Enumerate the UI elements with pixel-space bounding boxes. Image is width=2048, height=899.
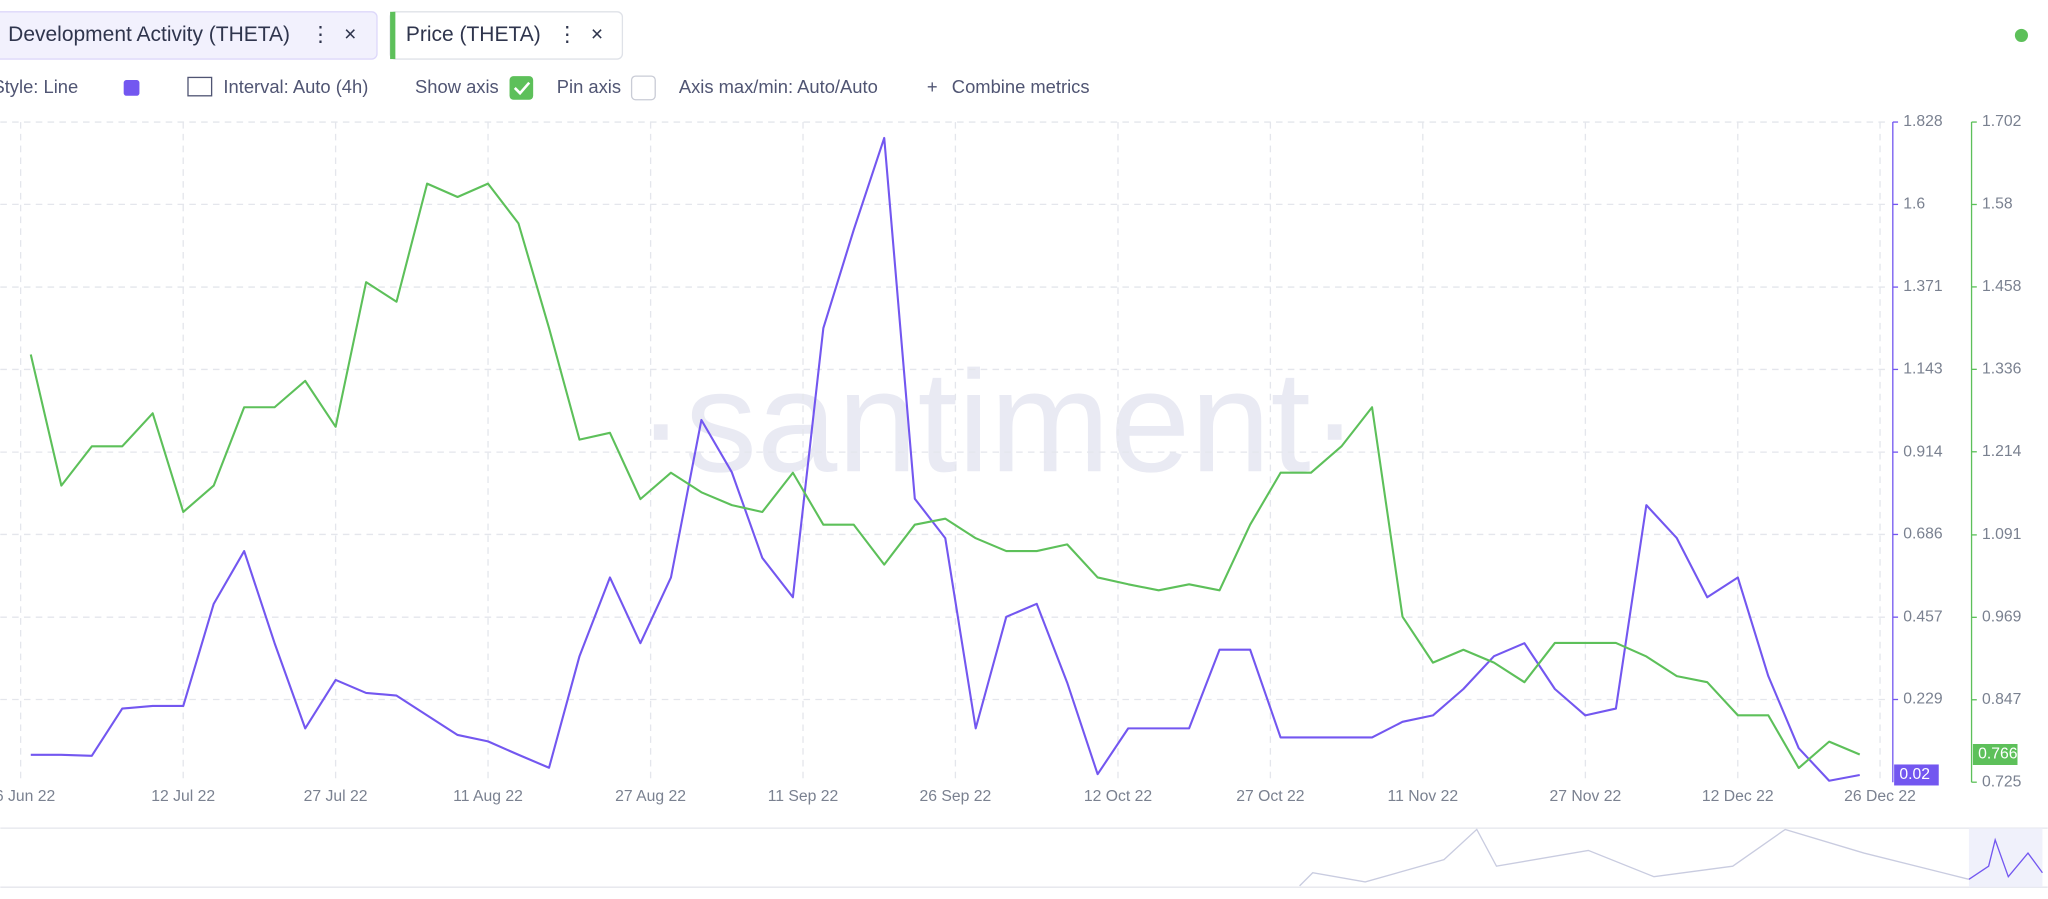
y-tick-label: 1.828	[1903, 113, 1943, 130]
y-tick-label: 0.229	[1903, 691, 1942, 708]
tab-label: Development Activity (THETA)	[8, 23, 290, 46]
y-tick-label: 0.457	[1903, 608, 1942, 625]
y2-tick-label: 0.969	[1982, 608, 2021, 625]
tab-close[interactable]: ×	[344, 23, 356, 46]
interval-icon	[187, 76, 213, 97]
pin-axis-label: Pin axis	[557, 76, 621, 97]
x-tick-label: 26 Dec 22	[1844, 788, 1916, 805]
current-value: 0.766	[1978, 746, 2018, 763]
x-tick-label: 27 Nov 22	[1550, 788, 1622, 805]
x-tick-label: 26 Sep 22	[920, 788, 992, 805]
current-value-box	[1972, 743, 2018, 765]
style-select[interactable]: Style: Line	[0, 76, 78, 97]
x-tick-label: 12 Jul 22	[151, 788, 215, 805]
tab-dev[interactable]	[0, 11, 378, 60]
x-tick-label: 12 Oct 22	[1084, 788, 1152, 805]
y2-tick-label: 1.58	[1982, 196, 2013, 213]
current-value-box	[1894, 764, 1939, 786]
axis-maxmin[interactable]: Axis max/min: Auto/Auto	[679, 76, 878, 97]
series-line	[30, 136, 1860, 782]
y2-tick-label: 1.214	[1982, 443, 2022, 460]
navigator-preview	[1968, 837, 2043, 880]
tab-label: Price (THETA)	[406, 23, 541, 46]
y-tick-label: 0.914	[1903, 443, 1943, 460]
color-picker[interactable]	[123, 80, 140, 96]
y2-tick-label: 0.725	[1982, 773, 2022, 790]
plus: +	[927, 76, 938, 97]
combine-metrics[interactable]: Combine metrics	[952, 76, 1090, 97]
pin-axis-checkbox[interactable]	[630, 75, 656, 101]
y-tick-label: 1.143	[1903, 361, 1943, 378]
check	[513, 81, 531, 96]
show-axis-label: Show axis	[415, 76, 499, 97]
tab-accent	[390, 11, 396, 60]
x-tick-label: 26 Jun 22	[0, 788, 55, 805]
interval-select[interactable]: Interval: Auto (4h)	[223, 76, 368, 97]
y2-tick-label: 0.847	[1982, 691, 2021, 708]
x-tick-label: 11 Sep 22	[768, 788, 839, 805]
x-tick-label: 11 Nov 22	[1388, 788, 1459, 805]
x-tick-label: 27 Jul 22	[304, 788, 368, 805]
show-axis-checkbox[interactable]	[509, 76, 534, 100]
series-line	[29, 182, 1861, 770]
tab-menu[interactable]: ⋮	[557, 23, 578, 46]
x-tick-label: 27 Oct 22	[1236, 788, 1304, 805]
y-tick-label: 1.371	[1903, 278, 1942, 295]
tab-menu[interactable]: ⋮	[310, 23, 331, 46]
current-value: 0.02	[1899, 766, 1930, 783]
x-tick-label: 27 Aug 22	[615, 788, 686, 805]
watermark: ·santiment·	[637, 340, 1359, 502]
y2-tick-label: 1.091	[1982, 526, 2021, 543]
y2-tick-label: 1.458	[1982, 278, 2022, 295]
navigator-window[interactable]	[1968, 828, 2043, 888]
x-tick-label: 11 Aug 22	[453, 788, 523, 805]
y-tick-label: 1.6	[1903, 196, 1925, 213]
status-dot	[2014, 28, 2028, 42]
navigator-preview	[1299, 828, 1970, 887]
y2-tick-label: 1.336	[1982, 361, 2022, 378]
tab-close[interactable]: ×	[591, 23, 603, 46]
y2-tick-label: 1.702	[1982, 113, 2021, 130]
y-tick-label: 0.686	[1903, 526, 1943, 543]
x-tick-label: 12 Dec 22	[1702, 788, 1774, 805]
